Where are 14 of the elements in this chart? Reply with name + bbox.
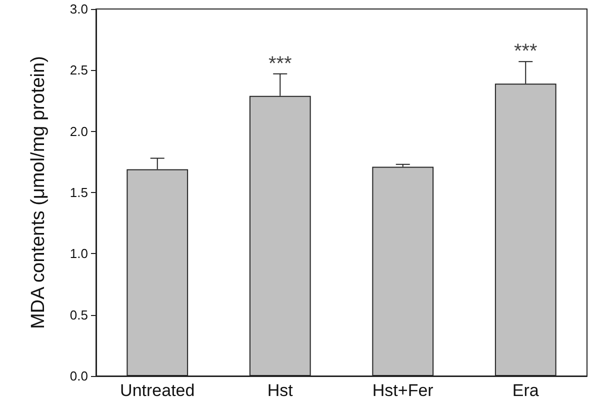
x-tick-label: Hst — [267, 381, 294, 400]
y-tick-label: 1.0 — [70, 246, 88, 262]
y-tick-label: 3.0 — [70, 2, 88, 16]
y-tick-label: 0.5 — [70, 307, 88, 322]
y-tick-label: 2.0 — [70, 124, 88, 139]
annotation: *** — [268, 52, 292, 75]
x-tick-label: Hst+Fer — [372, 381, 434, 400]
y-tick-label: 0.0 — [70, 368, 88, 384]
y-axis-title: MDA contents (μmol/mg protein) — [28, 56, 49, 329]
annotation: *** — [514, 40, 538, 63]
x-tick-label: Era — [512, 381, 540, 400]
y-tick-label: 2.5 — [70, 62, 88, 78]
x-tick-label: Untreated — [120, 381, 195, 400]
y-tick-label: 1.5 — [70, 185, 88, 200]
